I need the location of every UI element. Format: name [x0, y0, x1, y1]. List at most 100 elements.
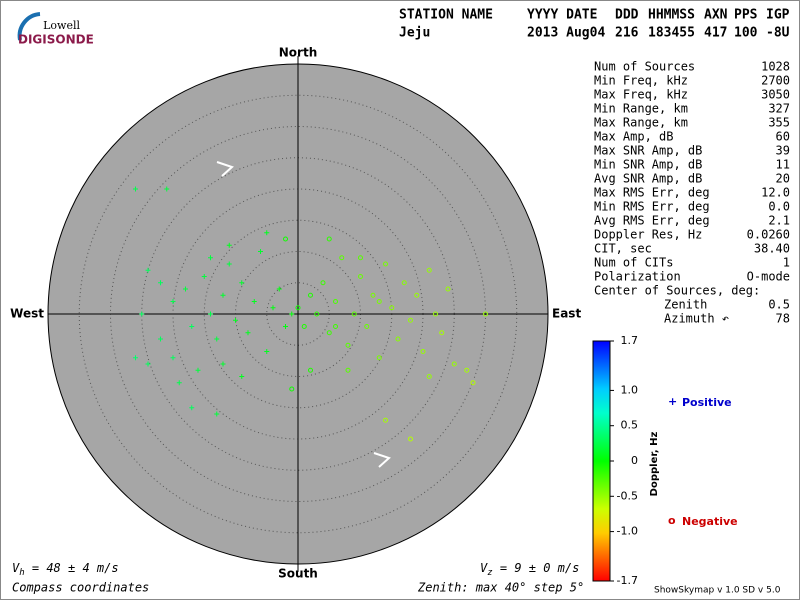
source-positive [264, 230, 270, 236]
stat-label: Min Range, km [594, 102, 688, 116]
stat-label: Min Freq, kHz [594, 74, 688, 88]
center-title: Center of Sources, deg: [594, 284, 760, 298]
source-negative [395, 336, 401, 342]
header-value: Jeju [399, 26, 430, 41]
source-positive [226, 242, 232, 248]
source-negative [389, 305, 395, 311]
source-positive [214, 411, 220, 417]
source-negative [308, 292, 313, 298]
stat-value: 12.0 [761, 186, 790, 200]
stat-label: Min RMS Err, deg [594, 200, 710, 214]
header-value: 417 [704, 26, 727, 41]
source-positive [170, 355, 176, 361]
zenith-note: Zenith: max 40° step 5° [417, 581, 584, 595]
source-negative [426, 374, 432, 379]
logo-line2: DIGISONDE [18, 33, 94, 47]
vz: Vz = 9 ± 0 m/s [480, 561, 579, 578]
source-negative [433, 311, 438, 317]
source-negative [445, 286, 451, 292]
source-positive [233, 317, 238, 323]
source-negative [345, 342, 351, 348]
colorbar-tick-label: -1.7 [617, 574, 638, 587]
stat-value: 38.40 [754, 242, 790, 256]
center-value: 0.5 [768, 298, 790, 312]
source-negative [383, 417, 388, 423]
version: ShowSkymap v 1.0 SD v 5.0 [654, 586, 781, 596]
source-negative [333, 324, 338, 329]
north-label: North [279, 46, 317, 60]
source-positive [276, 286, 282, 292]
stat-value: 3050 [761, 88, 790, 102]
stat-value: 1028 [761, 60, 790, 74]
source-negative [289, 386, 295, 392]
logo-swoosh [17, 12, 41, 41]
center-value: 78 [776, 312, 790, 326]
legend-positive: Positive [682, 396, 732, 409]
stat-label: CIT, sec [594, 242, 652, 256]
stat-label: Avg RMS Err, deg [594, 214, 710, 228]
stat-value: 2700 [761, 74, 790, 88]
colorbar-tick-label: 1.7 [621, 334, 639, 347]
header-value: 183455 [648, 26, 695, 41]
vh: Vh = 48 ± 4 m/s [12, 561, 119, 578]
stat-label: Polarization [594, 270, 681, 284]
source-positive [220, 361, 226, 367]
source-positive [208, 255, 213, 261]
coords-note: Compass coordinates [12, 581, 149, 595]
colorbar-label: Doppler, Hz [649, 432, 660, 497]
source-negative [314, 311, 320, 317]
source-positive [158, 280, 163, 286]
stat-value: 39 [776, 144, 790, 158]
source-negative [320, 280, 326, 286]
center-label: Zenith [664, 298, 707, 312]
stat-value: 355 [768, 116, 790, 130]
source-positive [133, 186, 138, 192]
colorbar [592, 340, 611, 582]
source-negative [326, 236, 332, 242]
source-positive [176, 380, 182, 386]
stat-value: 60 [776, 130, 790, 144]
source-negative [364, 324, 370, 329]
stat-label: Num of Sources [594, 60, 695, 74]
source-positive [289, 311, 295, 317]
source-negative [451, 361, 457, 367]
legend-negative-symbol: o [668, 514, 676, 527]
source-positive [145, 361, 151, 367]
header-value: 2013 Aug04 [527, 26, 605, 41]
colorbar-tick-label: -0.5 [617, 489, 638, 502]
header-value: -8U [766, 26, 790, 41]
source-positive [139, 311, 145, 317]
source-negative [401, 280, 407, 286]
source-positive [201, 274, 207, 279]
stat-label: Max Freq, kHz [594, 88, 688, 102]
stat-label: Num of CITs [594, 256, 673, 270]
source-negative [439, 330, 445, 336]
stat-label: Max SNR Amp, dB [594, 144, 702, 158]
south-label: South [278, 567, 318, 581]
source-negative [370, 292, 376, 298]
source-positive [226, 261, 232, 267]
header-label: YYYY DATE [527, 8, 597, 23]
stat-label: Max Range, km [594, 116, 688, 130]
source-negative [408, 317, 413, 323]
header-label: IGP [766, 8, 790, 23]
source-positive [164, 186, 170, 192]
source-positive [208, 311, 213, 317]
source-negative [420, 349, 426, 354]
center-label: Azimuth ↶ [664, 312, 729, 326]
source-negative [345, 367, 351, 373]
source-negative [408, 436, 413, 442]
stat-value: 2.1 [768, 214, 790, 228]
source-negative [464, 367, 470, 373]
source-negative [383, 261, 388, 267]
source-positive [170, 299, 176, 304]
source-negative [358, 274, 363, 279]
source-negative [376, 299, 382, 304]
source-positive [270, 305, 276, 311]
plot [47, 56, 549, 572]
source-positive [245, 330, 251, 336]
header-label: HHMMSS [648, 8, 695, 23]
source-positive [189, 324, 195, 329]
source-positive [158, 336, 163, 342]
